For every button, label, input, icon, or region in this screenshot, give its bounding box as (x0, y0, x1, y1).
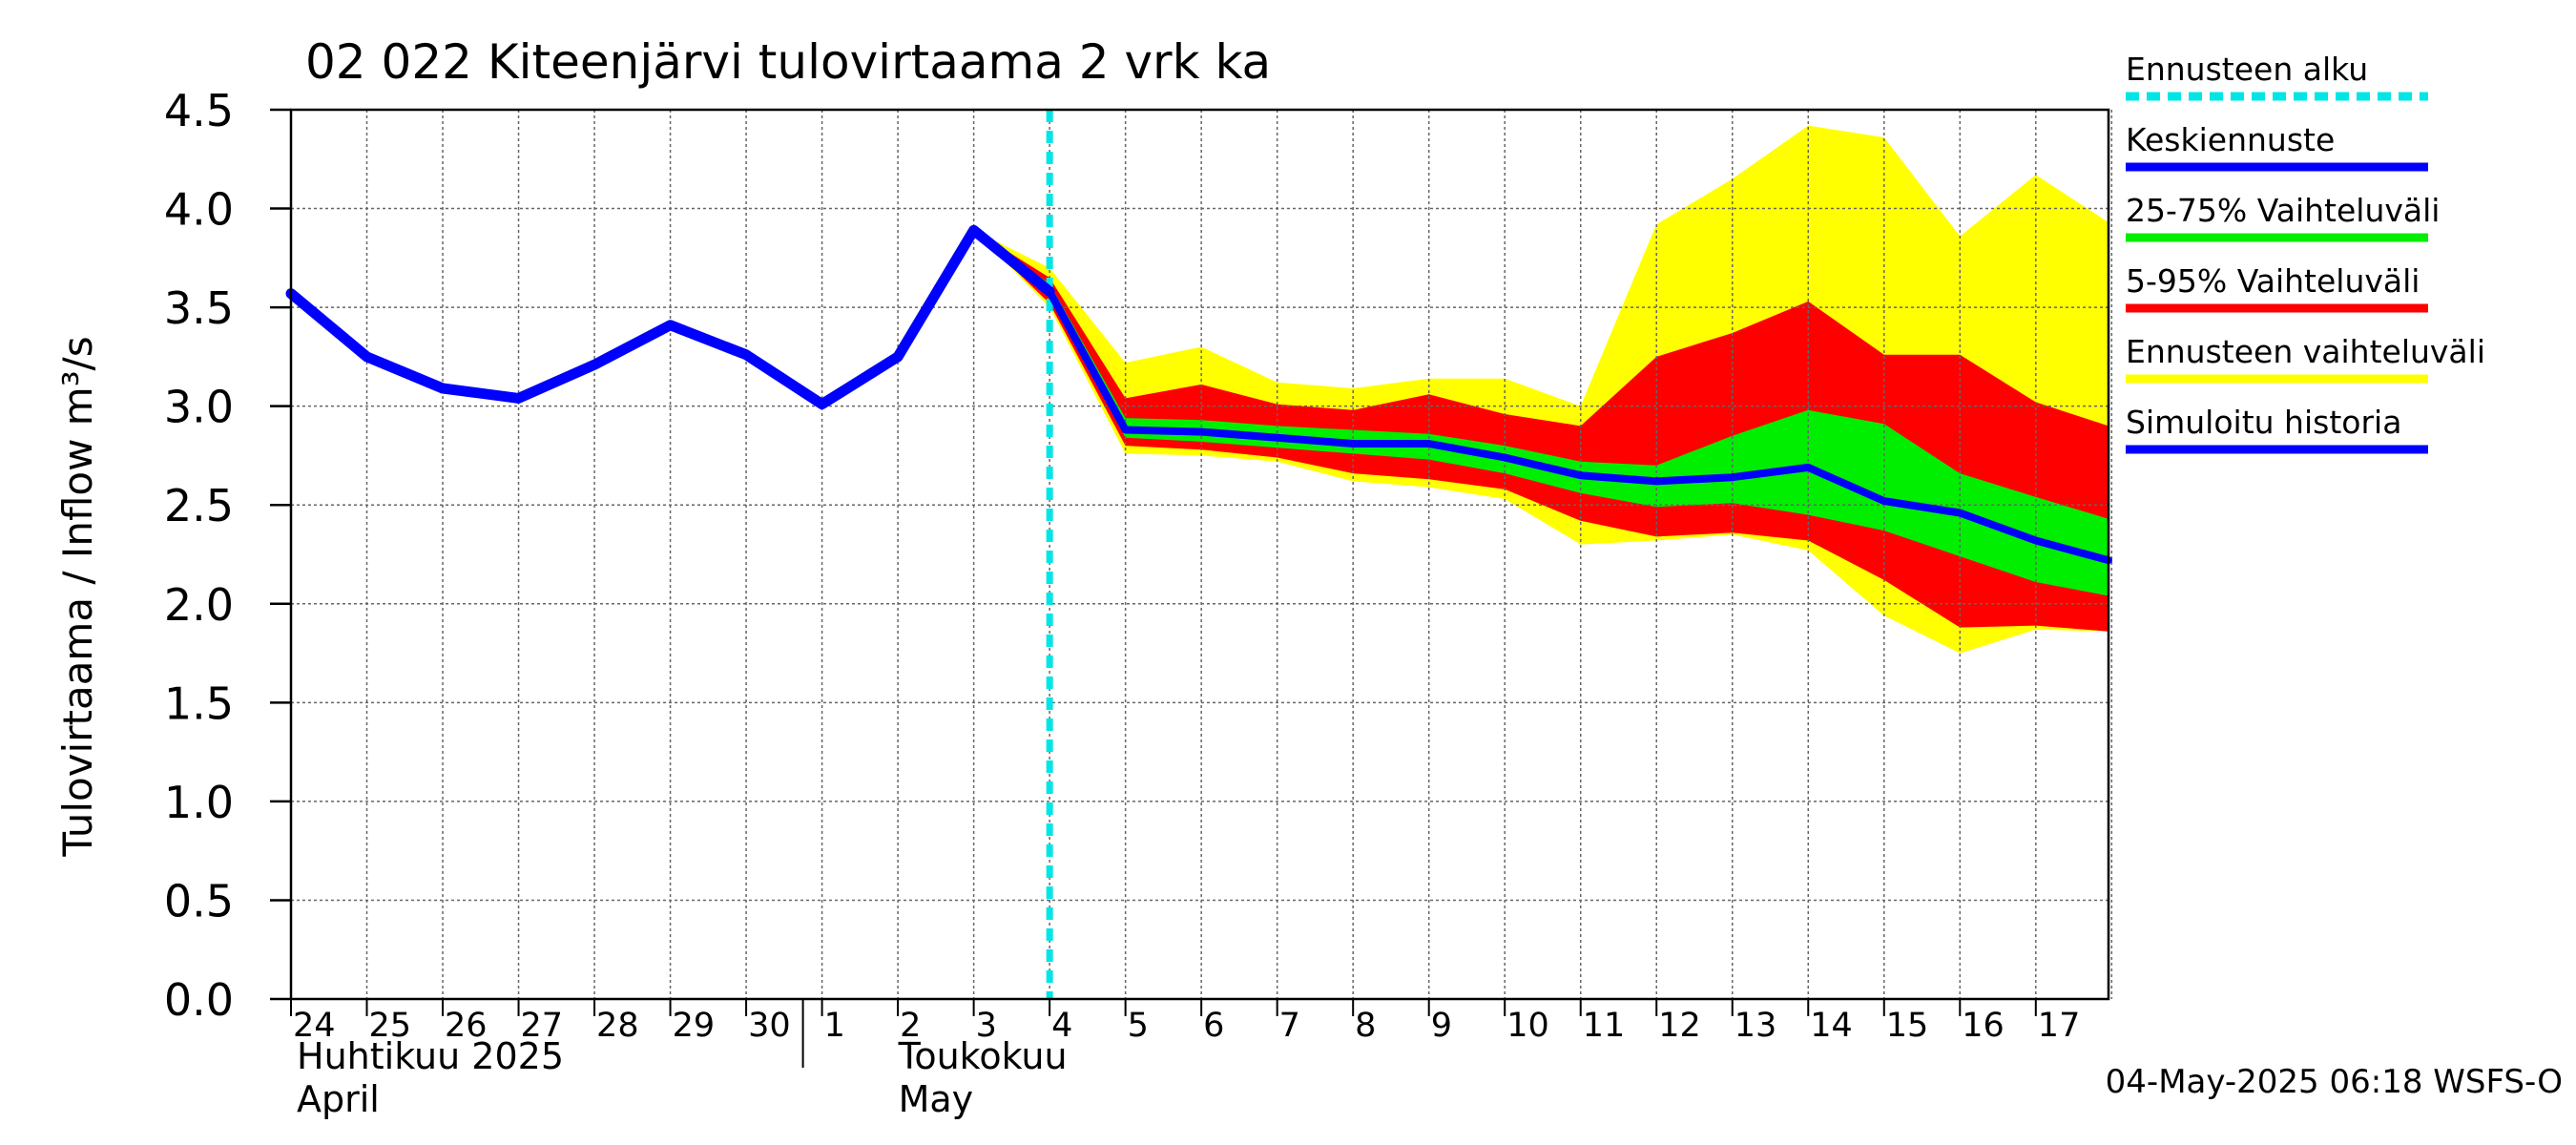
y-tick-label: 4.5 (164, 85, 234, 136)
y-tick-label: 1.5 (164, 677, 234, 729)
legend: Ennusteen alku Keskiennuste 25-75% Vaihtel… (2126, 51, 2485, 454)
forecast-bands (973, 125, 2109, 654)
x-tick-label: 6 (1203, 1007, 1224, 1045)
x-tick-label: 26 (445, 1007, 488, 1045)
legend-label: Ennusteen vaihteluväli (2126, 333, 2485, 370)
x-tick-label: 2 (900, 1007, 921, 1045)
y-tick-label: 2.5 (164, 480, 234, 531)
month-label-fi: Huhtikuu 2025 (297, 1035, 564, 1077)
x-tick-label: 14 (1810, 1007, 1853, 1045)
chart-title: 02 022 Kiteenjärvi tulovirtaama 2 vrk ka (305, 34, 1271, 90)
y-axis-label: Tulovirtaama / Inflow m³/s (54, 336, 101, 857)
month-label-fi: Toukokuu (898, 1035, 1068, 1077)
median-forecast-line (969, 226, 2112, 565)
x-tick-label: 1 (824, 1007, 845, 1045)
legend-label: Simuloitu historia (2126, 404, 2401, 441)
x-tick-label: 24 (293, 1007, 336, 1045)
month-label-en: April (297, 1078, 380, 1120)
legend-label: 25-75% Vaihteluväli (2126, 192, 2440, 229)
series-lines (285, 110, 2112, 999)
plot-frame (289, 108, 2110, 1001)
x-tick-label: 25 (369, 1007, 412, 1045)
x-tick-label: 17 (2038, 1007, 2081, 1045)
x-tick-label: 5 (1128, 1007, 1149, 1045)
x-tick-label: 11 (1583, 1007, 1626, 1045)
x-tick-label: 3 (976, 1007, 997, 1045)
x-tick-label: 4 (1051, 1007, 1072, 1045)
y-tick-label: 3.0 (164, 382, 234, 433)
axes: 0.00.51.01.52.02.53.03.54.04.524 25 26 27 28… (164, 85, 2110, 1120)
y-tick-label: 3.5 (164, 282, 234, 334)
timestamp-footer: 04-May-2025 06:18 WSFS-O (2106, 1063, 2563, 1101)
x-tick-label: 15 (1886, 1007, 1929, 1045)
x-tick-label: 10 (1506, 1007, 1549, 1045)
band-25-75 (973, 230, 2109, 596)
legend-label: Ennusteen alku (2126, 51, 2368, 88)
x-tick-label: 29 (673, 1007, 716, 1045)
x-tick-label: 12 (1658, 1007, 1701, 1045)
band-5-95 (973, 230, 2109, 632)
y-tick-label: 1.0 (164, 777, 234, 828)
legend-label: Keskiennuste (2126, 121, 2335, 158)
x-tick-label: 9 (1431, 1007, 1452, 1045)
y-tick-label: 4.0 (164, 184, 234, 236)
y-tick-label: 0.0 (164, 974, 234, 1026)
y-tick-label: 2.0 (164, 579, 234, 631)
x-tick-label: 13 (1735, 1007, 1777, 1045)
x-tick-label: 27 (521, 1007, 564, 1045)
simulated-history-line (285, 224, 1055, 410)
month-label-en: May (899, 1078, 974, 1120)
x-tick-label: 7 (1279, 1007, 1300, 1045)
x-tick-label: 16 (1962, 1007, 2005, 1045)
x-tick-label: 30 (748, 1007, 791, 1045)
y-tick-label: 0.5 (164, 875, 234, 926)
legend-label: 5-95% Vaihteluväli (2126, 262, 2420, 300)
x-tick-label: 8 (1355, 1007, 1376, 1045)
x-tick-label: 28 (596, 1007, 639, 1045)
